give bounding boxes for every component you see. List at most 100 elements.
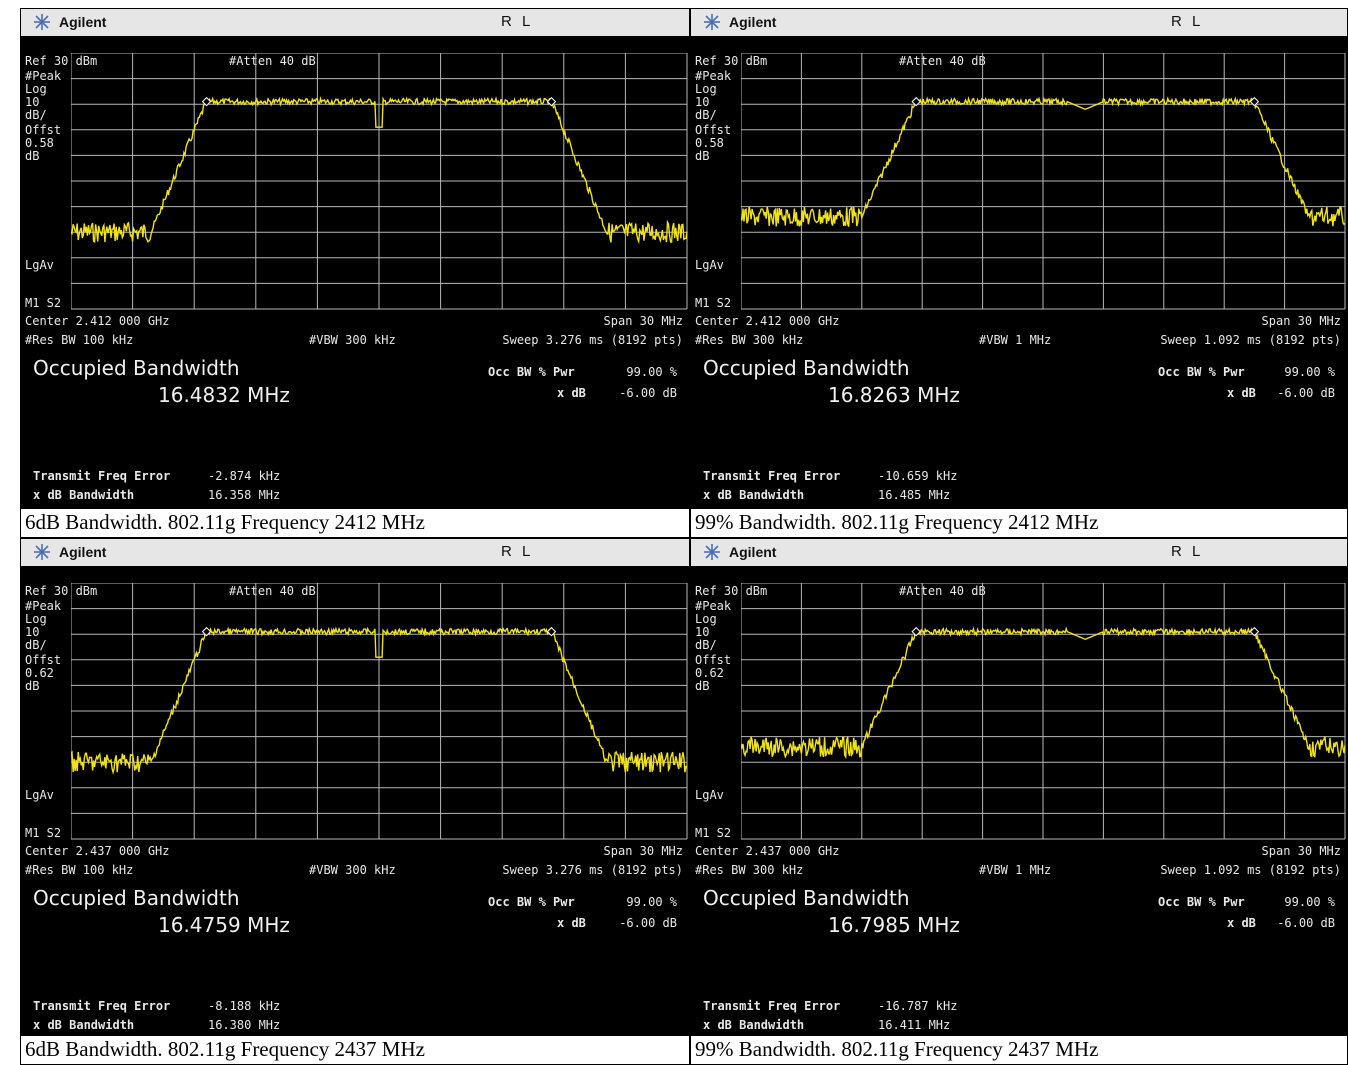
span: Span 30 MHz xyxy=(1261,314,1341,328)
vbw: #VBW 300 kHz xyxy=(309,333,396,347)
span: Span 30 MHz xyxy=(603,314,683,328)
xdb-bandwidth-label: x dB Bandwidth xyxy=(703,488,805,502)
scale-label: Offst xyxy=(695,123,732,137)
sweep: Sweep 1.092 ms (8192 pts) xyxy=(1160,863,1341,877)
analyzer-screen: Agilent R L Ref 30 dBm #Atten 40 dB #Pea… xyxy=(21,9,689,509)
figure-caption: 99% Bandwidth. 802.11g Frequency 2437 MH… xyxy=(695,1037,1099,1061)
occ-bw-pwr-label: Occ BW % Pwr xyxy=(1158,365,1245,379)
sweep: Sweep 3.276 ms (8192 pts) xyxy=(502,333,683,347)
figure-caption: 6dB Bandwidth. 802.11g Frequency 2412 MH… xyxy=(25,510,425,534)
occupied-bw-title: Occupied Bandwidth xyxy=(703,356,910,380)
spectrum-panel: Agilent R L Ref 30 dBm #Atten 40 dB #Pea… xyxy=(20,538,690,1065)
marker-diamond xyxy=(911,626,921,637)
lgav-label: LgAv xyxy=(25,788,54,802)
scale-label: Log xyxy=(25,82,47,96)
occ-bw-pwr-value: 99.00 % xyxy=(1284,365,1335,379)
spectrum-panel: Agilent R L Ref 30 dBm #Atten 40 dB #Pea… xyxy=(20,8,690,538)
occupied-bw-value: 16.4759 MHz xyxy=(158,913,290,937)
scale-label: 0.62 xyxy=(695,666,724,680)
m1s2-label: M1 S2 xyxy=(25,826,62,840)
transmit-freq-error-value: -16.787 kHz xyxy=(878,999,958,1013)
transmit-freq-error-label: Transmit Freq Error xyxy=(33,999,171,1013)
xdb-value: -6.00 dB xyxy=(1277,386,1335,400)
span: Span 30 MHz xyxy=(1261,844,1341,858)
scale-label: #Peak xyxy=(695,599,732,613)
m1s2-label: M1 S2 xyxy=(695,826,732,840)
occ-bw-pwr-label: Occ BW % Pwr xyxy=(488,365,575,379)
agilent-logo-icon xyxy=(33,13,51,34)
m1s2-label: M1 S2 xyxy=(695,296,732,310)
scale-labels: #Peak Log 10 dB/Offst 0.62 dB xyxy=(695,600,731,693)
marker-diamond xyxy=(546,96,557,107)
xdb-label: x dB xyxy=(1227,386,1256,400)
scale-label: 10 xyxy=(25,95,40,109)
analyzer-screen: Agilent R L Ref 30 dBm #Atten 40 dB #Pea… xyxy=(21,539,689,1036)
center-frequency: Center 2.437 000 GHz xyxy=(25,844,170,858)
rl-indicator: R L xyxy=(1171,13,1204,30)
lgav-label: LgAv xyxy=(695,788,724,802)
scale-label: dB xyxy=(695,149,710,163)
transmit-freq-error-label: Transmit Freq Error xyxy=(703,469,841,483)
xdb-bandwidth-value: 16.380 MHz xyxy=(208,1018,281,1032)
occupied-bw-value: 16.8263 MHz xyxy=(828,383,960,407)
scale-label: dB xyxy=(695,679,710,693)
occupied-bw-value: 16.4832 MHz xyxy=(158,383,290,407)
vbw: #VBW 300 kHz xyxy=(309,863,396,877)
attenuation: #Atten 40 dB xyxy=(899,584,986,598)
occupied-bw-title: Occupied Bandwidth xyxy=(33,356,240,380)
scale-label: dB/ xyxy=(695,638,717,652)
scale-label: #Peak xyxy=(25,69,62,83)
brand-name: Agilent xyxy=(59,544,107,560)
scale-label: 10 xyxy=(695,625,710,639)
scale-label: 0.58 xyxy=(25,136,54,150)
xdb-bandwidth-label: x dB Bandwidth xyxy=(703,1018,805,1032)
transmit-freq-error-label: Transmit Freq Error xyxy=(703,999,841,1013)
marker-diamond xyxy=(1249,96,1260,107)
spectrum-trace xyxy=(741,626,1346,760)
res-bw: #Res BW 300 kHz xyxy=(695,333,804,347)
spectrum-panel: Agilent R L Ref 30 dBm #Atten 40 dB #Pea… xyxy=(690,8,1348,538)
marker-diamond xyxy=(546,626,557,637)
xdb-bandwidth-value: 16.485 MHz xyxy=(878,488,951,502)
occ-bw-pwr-value: 99.00 % xyxy=(626,365,677,379)
occ-bw-pwr-label: Occ BW % Pwr xyxy=(1158,895,1245,909)
spectrum-trace xyxy=(71,96,688,245)
scale-label: #Peak xyxy=(695,69,732,83)
brand-name: Agilent xyxy=(59,14,107,30)
transmit-freq-error-label: Transmit Freq Error xyxy=(33,469,171,483)
analyzer-title-bar: Agilent R L xyxy=(691,9,1347,36)
ref-level: Ref 30 dBm xyxy=(25,54,98,68)
spectrum-panel: Agilent R L Ref 30 dBm #Atten 40 dB #Pea… xyxy=(690,538,1348,1065)
spectrum-trace xyxy=(71,626,688,775)
analyzer-screen: Agilent R L Ref 30 dBm #Atten 40 dB #Pea… xyxy=(691,9,1347,509)
scale-label: Offst xyxy=(695,653,732,667)
analyzer-title-bar: Agilent R L xyxy=(691,539,1347,566)
spectrum-trace xyxy=(741,96,1346,227)
ref-level: Ref 30 dBm xyxy=(25,584,98,598)
res-bw: #Res BW 100 kHz xyxy=(25,333,134,347)
xdb-value: -6.00 dB xyxy=(619,386,677,400)
attenuation: #Atten 40 dB xyxy=(899,54,986,68)
marker-diamond xyxy=(1249,626,1260,637)
ref-level: Ref 30 dBm xyxy=(695,584,768,598)
scale-label: Log xyxy=(695,82,717,96)
scale-label: Log xyxy=(695,612,717,626)
rl-indicator: R L xyxy=(501,543,534,560)
m1s2-label: M1 S2 xyxy=(25,296,62,310)
scale-label: 0.62 xyxy=(25,666,54,680)
scale-label: Log xyxy=(25,612,47,626)
scale-label: dB xyxy=(25,679,40,693)
rl-indicator: R L xyxy=(1171,543,1204,560)
scale-label: Offst xyxy=(25,653,62,667)
scale-label: #Peak xyxy=(25,599,62,613)
scale-label: dB/ xyxy=(25,108,47,122)
agilent-logo-icon xyxy=(703,13,721,34)
analyzer-screen: Agilent R L Ref 30 dBm #Atten 40 dB #Pea… xyxy=(691,539,1347,1036)
agilent-logo-icon xyxy=(33,543,51,564)
xdb-label: x dB xyxy=(1227,916,1256,930)
occ-bw-pwr-value: 99.00 % xyxy=(1284,895,1335,909)
occupied-bw-value: 16.7985 MHz xyxy=(828,913,960,937)
analyzer-title-bar: Agilent R L xyxy=(21,539,689,566)
figure-caption: 6dB Bandwidth. 802.11g Frequency 2437 MH… xyxy=(25,1037,425,1061)
scale-label: 0.58 xyxy=(695,136,724,150)
